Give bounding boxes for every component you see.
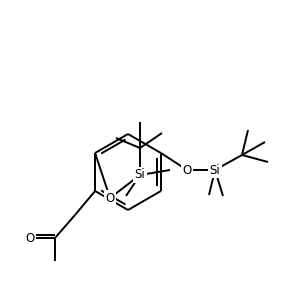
- Text: O: O: [182, 164, 192, 176]
- Text: O: O: [105, 192, 115, 204]
- Text: O: O: [25, 232, 35, 244]
- Text: Si: Si: [135, 168, 145, 182]
- Text: Si: Si: [210, 164, 220, 176]
